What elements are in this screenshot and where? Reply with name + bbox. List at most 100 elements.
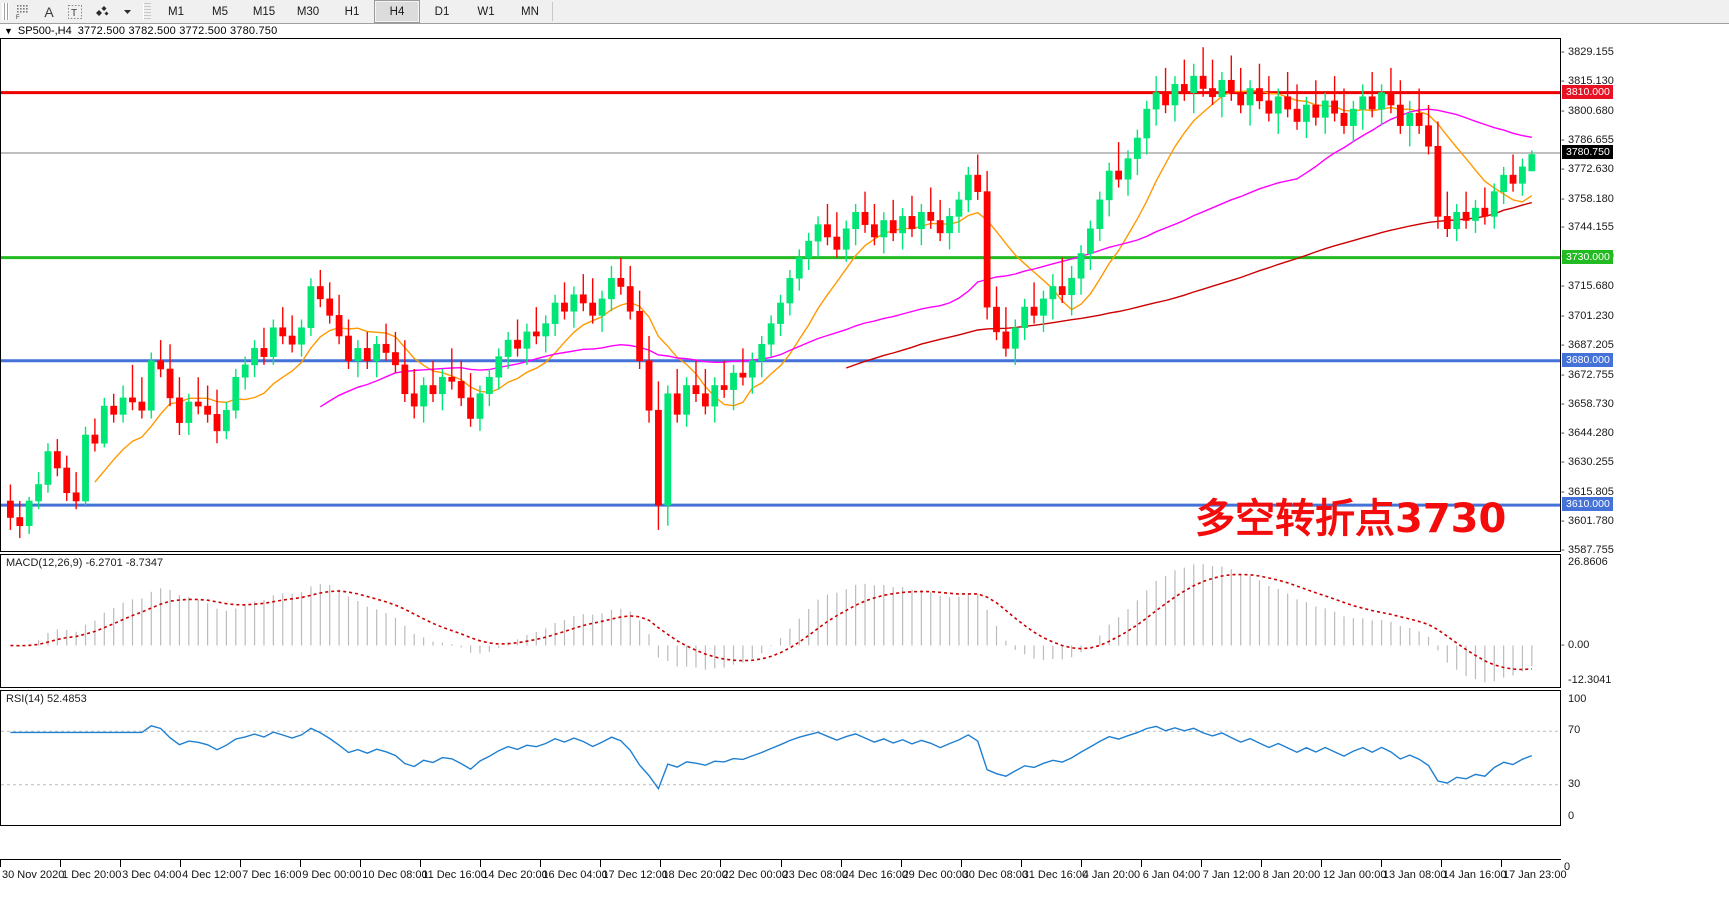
- time-axis-label: 30 Nov 2020: [2, 869, 65, 881]
- time-axis-label: 4 Dec 12:00: [182, 869, 242, 881]
- timeframe-h4[interactable]: H4: [374, 0, 420, 23]
- price-candlestick-svg: [1, 47, 1560, 539]
- main-toolbar: F A T M1 M5 M15 M30 H1 H4 D1 W1 MN: [0, 0, 1729, 24]
- symbol-name: SP500-,H4: [17, 25, 72, 37]
- time-axis-tick: [900, 859, 902, 867]
- time-axis-tick: [480, 859, 482, 867]
- macd-scale[interactable]: 26.8606 -0.00 -12.3041: [1561, 554, 1729, 688]
- price-tick-label: -3786.655: [1561, 133, 1614, 146]
- price-tick-label: -3744.155: [1561, 221, 1614, 234]
- symbol-info-bar: ▼ SP500-,H4 3772.500 3782.500 3772.500 3…: [0, 24, 1729, 38]
- time-axis-tick: [1380, 859, 1382, 867]
- time-axis-tick: [1500, 859, 1502, 867]
- time-axis-label: 8 Jan 20:00: [1262, 869, 1321, 881]
- svg-text:T: T: [71, 8, 77, 19]
- time-axis-label: 24 Dec 16:00: [842, 869, 908, 881]
- time-axis-label: 7 Dec 16:00: [242, 869, 302, 881]
- rsi-tick-label: 30: [1568, 777, 1581, 790]
- time-axis-tick: [60, 859, 62, 867]
- timeframe-h1[interactable]: H1: [344, 5, 360, 18]
- time-axis-label: 29 Dec 00:00: [902, 869, 968, 881]
- chart-frame: 多空转折点3730 MACD(12,26,9) -6.2701 -8.7347 …: [0, 38, 1729, 859]
- price-tick-label: -3800.680: [1561, 104, 1614, 117]
- time-axis-tick: [1320, 859, 1322, 867]
- time-axis-label: 17 Dec 12:00: [602, 869, 668, 881]
- time-axis-label: 17 Jan 23:00: [1502, 869, 1567, 881]
- time-axis-label: 16 Dec 04:00: [542, 869, 608, 881]
- time-axis[interactable]: 0 30 Nov 2020 1 Dec 20:00 3 Dec 04:00 4 Dec…: [0, 859, 1729, 897]
- time-axis-label: 14 Dec 20:00: [482, 869, 548, 881]
- time-axis-tick: [720, 859, 722, 867]
- timeframe-m15[interactable]: M15: [252, 5, 276, 18]
- time-axis-tail-marker: 0: [1564, 861, 1571, 873]
- time-axis-label: 6 Jan 04:00: [1142, 869, 1201, 881]
- rsi-tick-label: 70: [1568, 724, 1581, 737]
- price-plot-area[interactable]: [1, 39, 1560, 551]
- price-tick-label: -3772.630: [1561, 162, 1614, 175]
- price-tick-label: -3630.255: [1561, 456, 1614, 469]
- time-axis-tick: [600, 859, 602, 867]
- macd-tick-label: -0.00: [1561, 638, 1590, 651]
- macd-tick-label: -12.3041: [1568, 674, 1612, 686]
- time-axis-tick: [1080, 859, 1082, 867]
- time-axis-label: 10 Dec 08:00: [362, 869, 428, 881]
- price-pane[interactable]: [0, 38, 1561, 552]
- support-level-tag-2[interactable]: 3610.000: [1562, 497, 1613, 512]
- current-price-tag[interactable]: 3780.750: [1562, 144, 1613, 159]
- macd-tick-label: 26.8606: [1568, 556, 1608, 568]
- price-tick-label: -3672.755: [1561, 368, 1614, 381]
- time-axis-tick: [1020, 859, 1022, 867]
- time-axis-label: 9 Dec 00:00: [302, 869, 362, 881]
- timeframe-mn[interactable]: MN: [521, 5, 539, 18]
- timeframe-m5[interactable]: M5: [212, 5, 228, 18]
- crosshair-icon[interactable]: F: [10, 1, 36, 22]
- support-level-tag[interactable]: 3680.000: [1562, 352, 1613, 367]
- toolbar-drag-handle[interactable]: [2, 3, 9, 20]
- rsi-pane[interactable]: RSI(14) 52.4853: [0, 690, 1561, 826]
- time-axis-label: 13 Jan 08:00: [1382, 869, 1447, 881]
- time-axis-tick: [1200, 859, 1202, 867]
- rsi-plot-area[interactable]: [1, 691, 1560, 825]
- rsi-scale[interactable]: 100 70 30 0: [1561, 690, 1729, 826]
- price-tick-label: -3658.730: [1561, 397, 1614, 410]
- price-tick-label: -3601.780: [1561, 515, 1614, 528]
- timeframe-w1[interactable]: W1: [477, 5, 495, 18]
- time-axis-tick: [1440, 859, 1442, 867]
- macd-plot-area[interactable]: [1, 555, 1560, 687]
- rsi-label: RSI(14) 52.4853: [6, 693, 87, 705]
- time-axis-label: 22 Dec 00:00: [722, 869, 788, 881]
- price-tick-label: -3829.155: [1561, 46, 1614, 59]
- pivot-level-tag[interactable]: 3730.000: [1562, 249, 1613, 264]
- macd-label: MACD(12,26,9) -6.2701 -8.7347: [6, 557, 164, 569]
- time-axis-label: 3 Dec 04:00: [122, 869, 182, 881]
- macd-indicator-svg: [10, 564, 1533, 683]
- price-tick-label: -3815.130: [1561, 75, 1614, 88]
- time-axis-tick: [360, 859, 362, 867]
- time-axis-tick: [1260, 859, 1262, 867]
- time-axis-tick: [180, 859, 182, 867]
- price-tick-label: -3758.180: [1561, 192, 1614, 205]
- collapse-triangle-icon[interactable]: ▼: [4, 26, 13, 36]
- time-axis-tick: [540, 859, 542, 867]
- text-box-icon[interactable]: T: [62, 1, 88, 22]
- time-axis-tick: [120, 859, 122, 867]
- rsi-tick-label: 0: [1568, 810, 1575, 822]
- text-label-icon[interactable]: A: [36, 1, 62, 22]
- time-axis-tick: [420, 859, 422, 867]
- time-axis-tick: [0, 859, 1, 867]
- toolbar-filler: [552, 2, 1729, 21]
- time-axis-tick: [300, 859, 302, 867]
- resistance-level-tag[interactable]: 3810.000: [1562, 84, 1613, 99]
- price-tick-label: -3587.755: [1561, 544, 1614, 556]
- text-label-glyph: A: [44, 3, 54, 20]
- timeframe-m1[interactable]: M1: [168, 5, 184, 18]
- chevron-down-icon[interactable]: [114, 1, 140, 22]
- timeframe-m30[interactable]: M30: [296, 5, 320, 18]
- chart-annotation-text: 多空转折点3730: [1195, 496, 1507, 542]
- timeframe-d1[interactable]: D1: [434, 5, 450, 18]
- time-axis-tick: [240, 859, 242, 867]
- price-scale[interactable]: -3829.155 -3815.130 -3800.680 -3786.655 -377…: [1561, 38, 1729, 556]
- objects-icon[interactable]: [88, 1, 114, 22]
- price-tick-label: -3615.805: [1561, 486, 1614, 499]
- macd-pane[interactable]: MACD(12,26,9) -6.2701 -8.7347: [0, 554, 1561, 688]
